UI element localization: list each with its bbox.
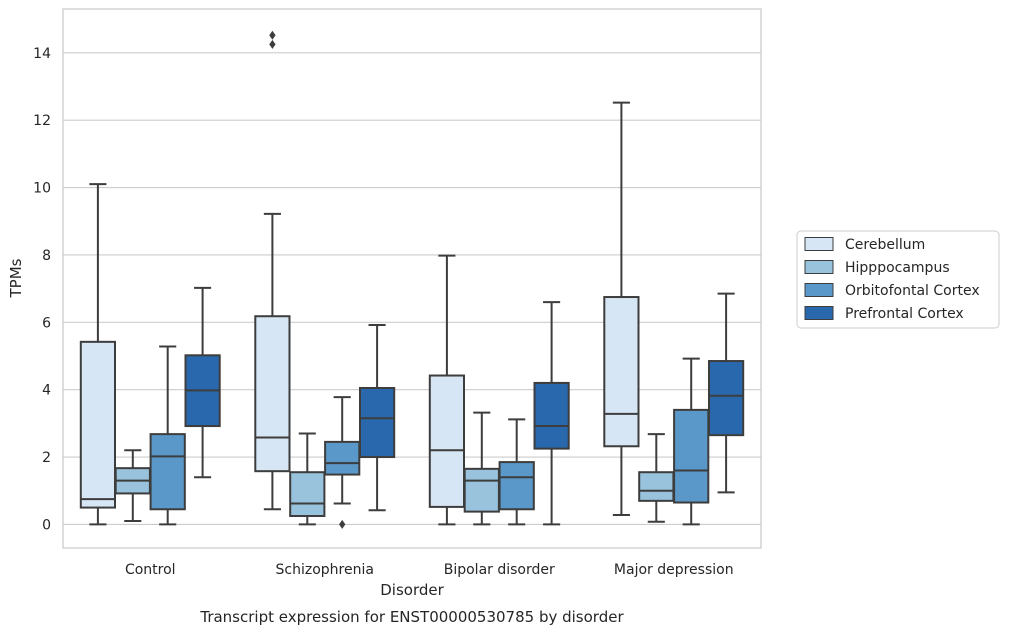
box-0-2 bbox=[428, 254, 466, 526]
x-axis-label: Disorder bbox=[380, 581, 444, 599]
box-2-2 bbox=[498, 418, 535, 526]
box-body bbox=[289, 471, 326, 517]
y-tick-label-6: 6 bbox=[42, 315, 51, 331]
box-3-2 bbox=[533, 301, 570, 526]
legend-label-0: Cerebellum bbox=[845, 237, 925, 253]
y-axis-label: TPMs bbox=[7, 258, 25, 298]
legend-label-1: Hipppocampus bbox=[845, 260, 950, 276]
legend-frame bbox=[796, 230, 1000, 329]
box-3-3 bbox=[707, 292, 745, 494]
box-body bbox=[254, 315, 291, 473]
x-tick-label-3: Major depression bbox=[614, 562, 734, 578]
box-2-1 bbox=[324, 396, 361, 529]
y-tick-label-12: 12 bbox=[33, 113, 51, 129]
plot-area-frame bbox=[62, 8, 762, 549]
x-tick-labels: Control Schizophrenia Bipolar disorder Majo… bbox=[125, 562, 734, 578]
box-3-1 bbox=[358, 323, 396, 512]
boxes bbox=[79, 30, 745, 529]
box-body bbox=[463, 467, 500, 513]
box-2-0 bbox=[149, 345, 186, 526]
box-body bbox=[533, 381, 570, 450]
box-body bbox=[358, 386, 396, 459]
box-body bbox=[603, 296, 640, 448]
box-1-2 bbox=[463, 411, 500, 526]
box-1-1 bbox=[289, 432, 326, 526]
legend: Cerebellum Hipppocampus Orbitofontal Corte… bbox=[796, 230, 1000, 329]
box-0-0 bbox=[79, 183, 117, 526]
y-tick-label-14: 14 bbox=[33, 46, 51, 62]
y-tick-label-4: 4 bbox=[42, 383, 51, 399]
legend-swatch-3 bbox=[804, 306, 834, 320]
box-body bbox=[673, 408, 710, 504]
box-0-3 bbox=[603, 101, 640, 516]
box-body bbox=[707, 360, 745, 437]
y-tick-labels: 0 2 4 6 8 10 12 14 bbox=[33, 46, 51, 534]
x-tick-label-1: Schizophrenia bbox=[276, 562, 374, 578]
legend-swatch-1 bbox=[804, 260, 834, 274]
legend-label-2: Orbitofontal Cortex bbox=[845, 283, 980, 299]
box-body bbox=[498, 461, 535, 511]
box-body bbox=[638, 471, 675, 502]
legend-label-3: Prefrontal Cortex bbox=[845, 306, 964, 322]
box-1-3 bbox=[638, 433, 675, 523]
box-1-0 bbox=[114, 449, 151, 523]
box-body bbox=[149, 433, 186, 511]
y-tick-label-10: 10 bbox=[33, 181, 51, 197]
x-tick-label-0: Control bbox=[125, 562, 176, 578]
box-0-1 bbox=[254, 30, 291, 511]
y-tick-label-2: 2 bbox=[42, 450, 51, 466]
box-body bbox=[324, 440, 361, 476]
outlier-0 bbox=[269, 39, 276, 49]
box-2-3 bbox=[673, 357, 710, 526]
outlier-0 bbox=[339, 519, 346, 529]
y-tick-label-8: 8 bbox=[42, 248, 51, 264]
box-3-0 bbox=[184, 286, 221, 479]
y-tick-label-0: 0 bbox=[42, 517, 51, 533]
outlier-1 bbox=[269, 30, 276, 40]
box-body bbox=[79, 340, 117, 509]
box-body bbox=[428, 374, 466, 508]
x-tick-label-2: Bipolar disorder bbox=[444, 562, 555, 578]
legend-swatch-2 bbox=[804, 283, 834, 297]
chart-caption: Transcript expression for ENST0000053078… bbox=[199, 608, 624, 626]
legend-swatch-0 bbox=[804, 237, 834, 251]
